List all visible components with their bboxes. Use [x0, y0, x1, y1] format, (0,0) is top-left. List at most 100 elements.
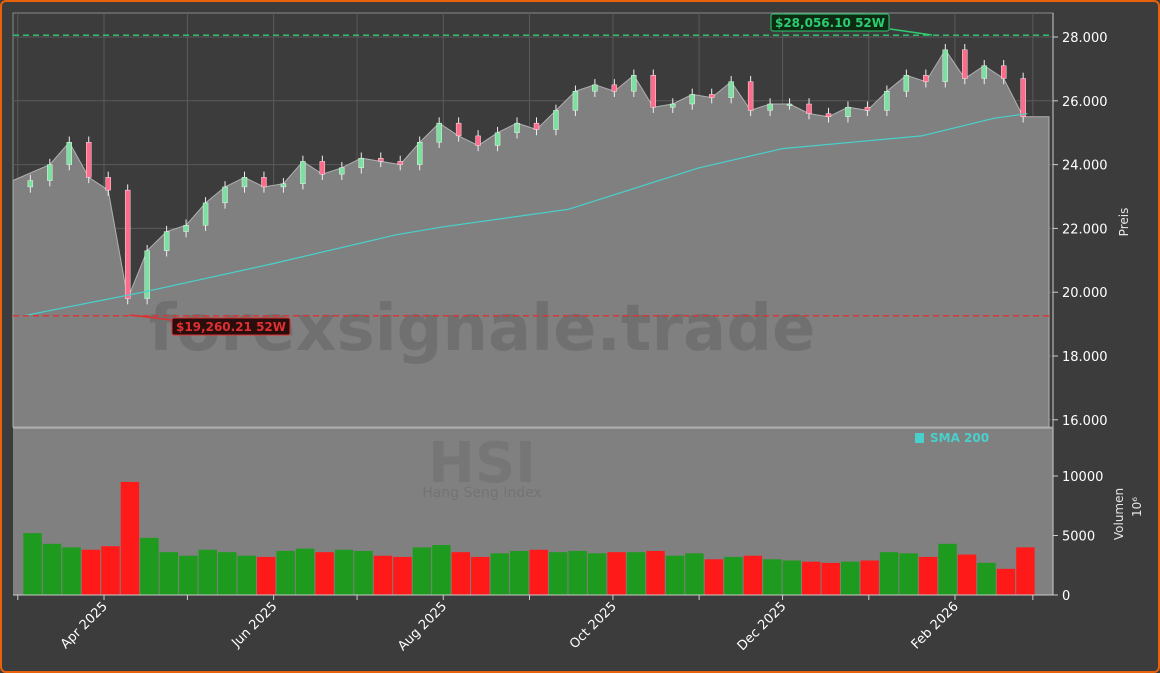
volume-bar — [996, 568, 1016, 595]
volume-bar — [159, 552, 179, 595]
volume-bar — [81, 549, 101, 595]
candle-body — [339, 167, 345, 175]
volume-bar — [432, 545, 451, 595]
volume-bar — [179, 555, 198, 595]
y-tick-label: 28.000 — [1062, 31, 1108, 46]
volume-bar — [412, 547, 432, 595]
candle-body — [786, 103, 793, 106]
candle-body — [358, 158, 364, 168]
x-tick-label: Jun 2025 — [228, 599, 280, 651]
candle-body — [47, 164, 53, 181]
volume-bar — [918, 556, 938, 595]
volume-bar — [568, 550, 587, 595]
volume-bar — [101, 546, 120, 595]
candle-body — [962, 49, 968, 79]
volume-bar — [276, 550, 295, 595]
candle-body — [397, 161, 403, 165]
candle-body — [533, 122, 540, 130]
volume-axis-label: Volumen — [1112, 488, 1126, 540]
high-52w-arrow — [889, 28, 933, 36]
volume-bar — [724, 556, 743, 595]
volume-bar — [587, 553, 607, 595]
volume-bar — [62, 547, 81, 595]
legend: SMA 200 — [915, 431, 989, 445]
candle-body — [1020, 78, 1026, 117]
candle-body — [845, 106, 851, 117]
candle-body — [27, 180, 34, 188]
volume-bars — [23, 481, 1035, 595]
candle-body — [592, 84, 598, 92]
volume-bar — [607, 552, 626, 595]
legend-label: SMA 200 — [930, 431, 989, 445]
volume-bar — [840, 561, 860, 595]
volume-bar — [218, 552, 237, 595]
candle-body — [494, 132, 501, 146]
volume-bar — [42, 543, 62, 595]
low-52w-label-box — [171, 317, 291, 336]
symbol-watermark: HSI — [428, 431, 536, 496]
candle-body — [378, 158, 384, 162]
volume-bar — [198, 549, 218, 595]
candle-body — [124, 189, 131, 299]
volume-bar — [23, 533, 42, 595]
candle-body — [923, 75, 929, 82]
volume-unit: 10⁶ — [1130, 497, 1144, 517]
volume-bar — [256, 556, 276, 595]
volume-tick-label: 5000 — [1062, 530, 1095, 545]
y-tick-label: 26.000 — [1062, 95, 1108, 110]
volume-bar — [938, 543, 957, 595]
y-tick-label: 20.000 — [1062, 286, 1108, 301]
volume-bar — [548, 552, 568, 595]
x-tick-label: Feb 2026 — [909, 599, 962, 652]
candle-body — [416, 142, 423, 165]
y-tick-label: 24.000 — [1062, 159, 1108, 174]
low-52w-arrow — [129, 314, 173, 321]
volume-bar — [743, 555, 763, 595]
candle-body — [319, 161, 326, 175]
candle-body — [455, 122, 462, 137]
volume-bar — [782, 560, 802, 595]
candle-body — [66, 142, 72, 165]
volume-bar — [373, 555, 393, 595]
candle-body — [553, 110, 559, 130]
y-tick-label: 22.000 — [1062, 222, 1108, 237]
candle-body — [767, 103, 773, 111]
candle-body — [183, 225, 189, 232]
candle-body — [222, 186, 228, 204]
volume-bar — [354, 550, 373, 595]
candle-body — [436, 122, 442, 143]
candle-body — [86, 142, 92, 178]
symbol-name-watermark: Hang Seng Index — [422, 485, 542, 501]
volume-bar — [665, 555, 685, 595]
high-52w-label-box — [770, 13, 890, 32]
candle-body — [300, 161, 306, 184]
candles — [27, 44, 1026, 305]
candle-body — [1001, 65, 1007, 79]
volume-bar — [763, 559, 782, 595]
y-tick-label: 18.000 — [1062, 350, 1108, 365]
candle-body — [825, 113, 832, 117]
candle-body — [689, 94, 695, 105]
volume-bar — [860, 560, 879, 595]
candle-body — [728, 81, 734, 98]
y-tick-label: 16.000 — [1062, 414, 1108, 429]
annotations: $28,056.10 52W $19,260.21 52W — [13, 13, 1053, 336]
volume-bar — [334, 549, 354, 595]
x-tick-label: Dec 2025 — [735, 599, 790, 654]
volume-bar — [879, 552, 899, 595]
volume-bar — [490, 553, 510, 595]
candle-body — [942, 49, 948, 82]
candle-body — [475, 135, 481, 146]
candle-body — [105, 177, 111, 191]
candle-body — [708, 94, 715, 98]
volume-bar — [626, 552, 646, 595]
sma-line — [23, 113, 1028, 317]
volume-bar — [471, 556, 490, 595]
volume-bar — [977, 562, 996, 595]
high-52w-label: $28,056.10 52W — [775, 16, 885, 30]
candle-body — [280, 183, 287, 188]
volume-bar — [315, 552, 334, 595]
volume-bar — [899, 553, 918, 595]
candle-body — [261, 177, 267, 188]
